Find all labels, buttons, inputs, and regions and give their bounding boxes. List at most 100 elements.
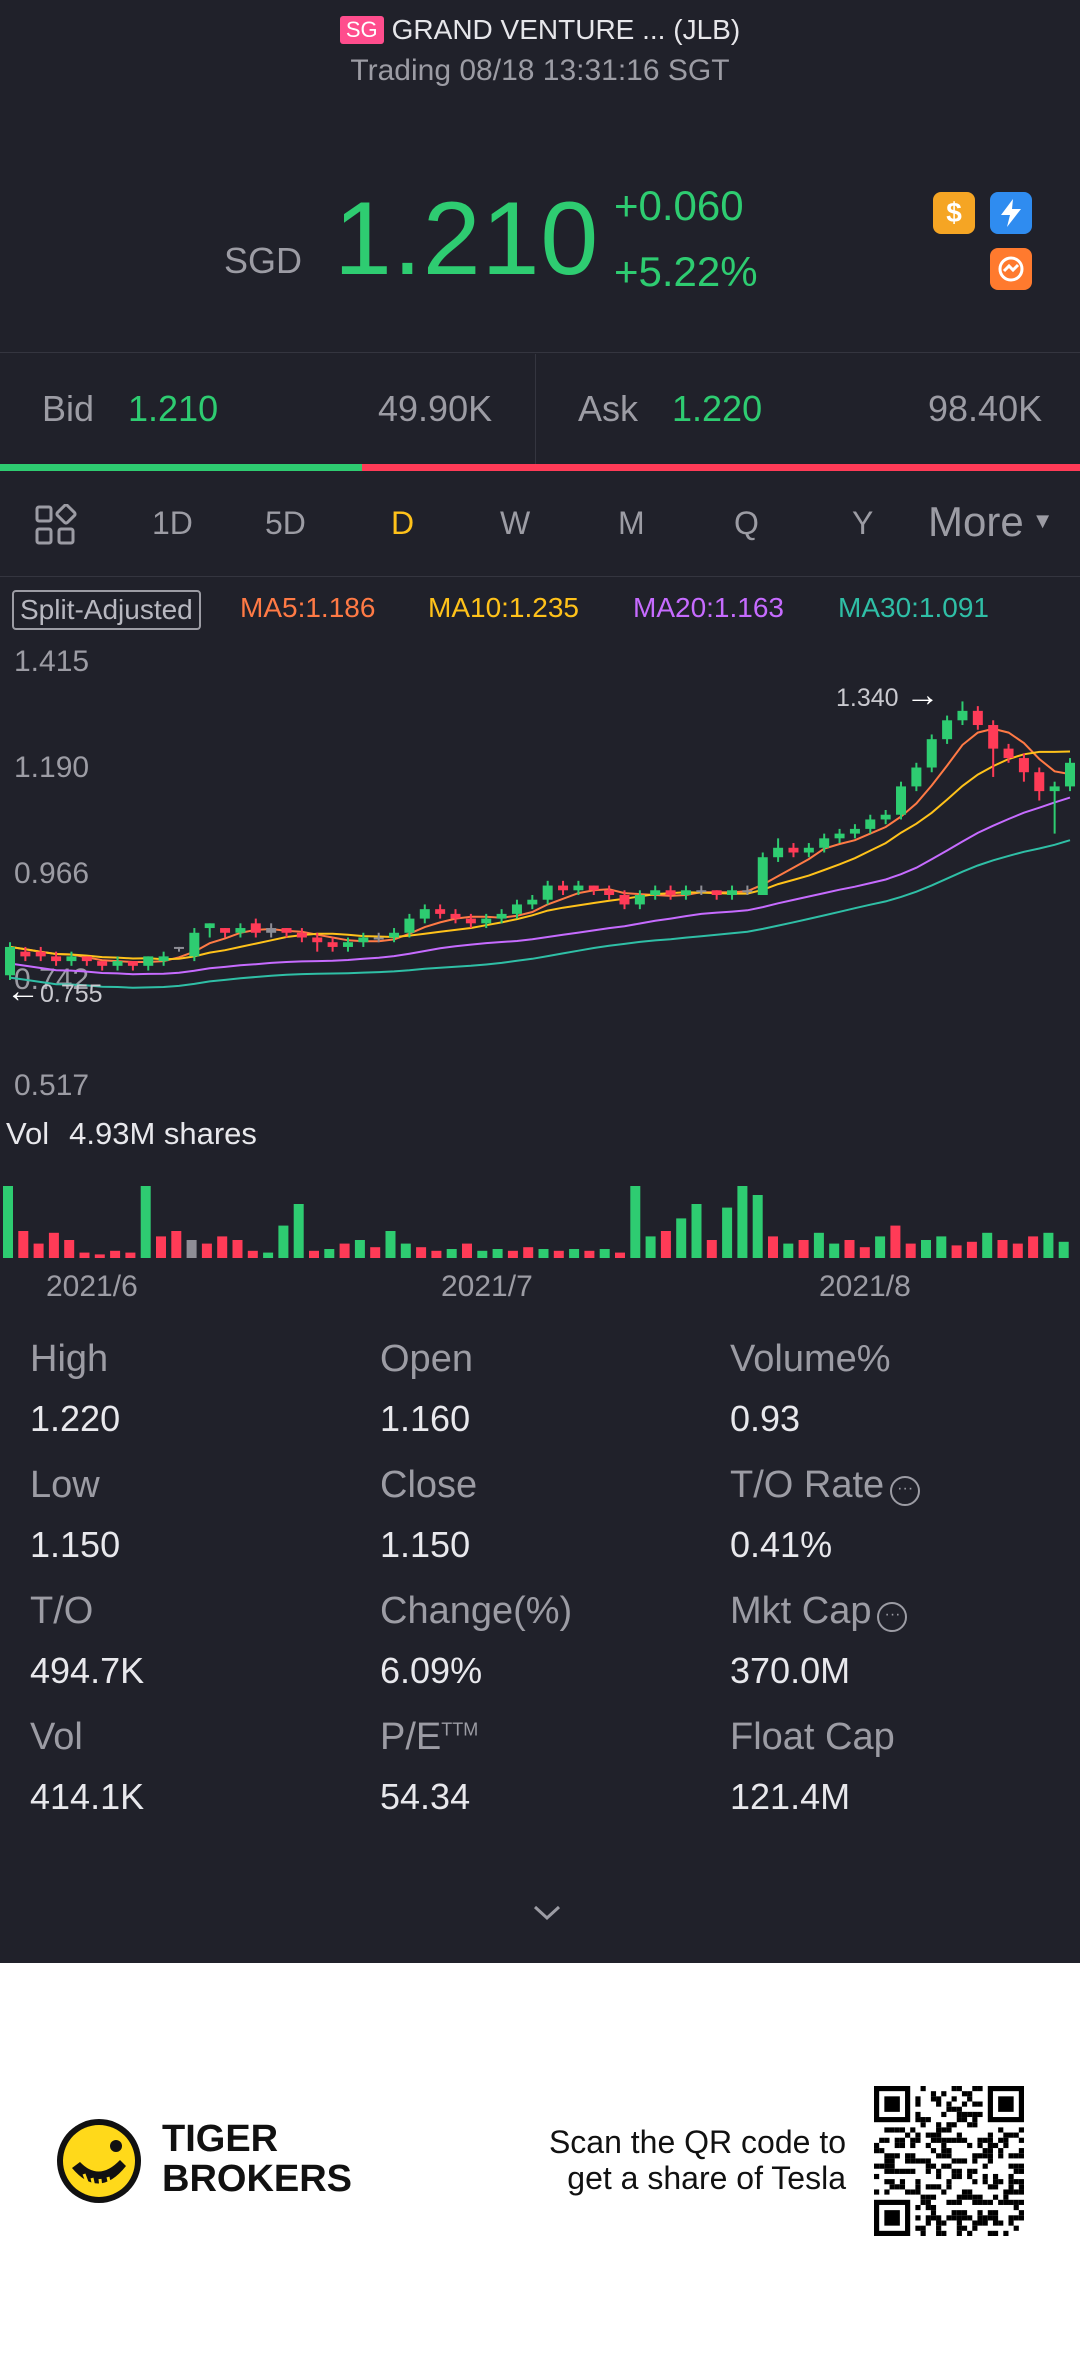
qr-module (941, 2091, 947, 2097)
qr-module (972, 2111, 978, 2118)
volume-bar (110, 1250, 121, 1258)
trade-icon[interactable] (990, 248, 1032, 290)
candle-body (266, 928, 277, 933)
candle-body (5, 946, 15, 976)
stock-title[interactable]: SG GRAND VENTURE ... (JLB) (0, 14, 1080, 46)
qr-module (961, 2101, 968, 2107)
price-change: +0.060 (614, 182, 744, 229)
qr-module (987, 2153, 993, 2159)
mkt-cap-label[interactable]: Mkt Cap ··· (730, 1590, 908, 1633)
more-info-icon[interactable]: ··· (890, 1476, 921, 1506)
more-info-icon[interactable]: ··· (877, 1602, 908, 1632)
qr-module (977, 2199, 983, 2205)
low-marker-label: ←0.755 (6, 972, 103, 1011)
ma20-line (9, 796, 1071, 976)
qr-module (946, 2199, 952, 2205)
expand-chevron-icon[interactable] (532, 1896, 562, 1930)
qr-module (910, 2158, 916, 2164)
split-adjusted-toggle[interactable]: Split-Adjusted (12, 590, 201, 630)
y-tick: 0.966 (14, 857, 90, 890)
qr-module (982, 2148, 988, 2154)
candlestick-chart[interactable] (0, 650, 1080, 1270)
qr-module (925, 2194, 931, 2200)
arrow-right-icon: → (905, 676, 940, 714)
volume-bar (293, 1204, 304, 1258)
qr-module (992, 2194, 999, 2200)
qr-module (915, 2111, 921, 2118)
stat-value: 54.34 (380, 1776, 471, 1817)
price-change-percent: +5.22% (614, 248, 758, 295)
volume-bar (64, 1240, 75, 1258)
volume-bar (936, 1236, 947, 1258)
qr-module (998, 2148, 1004, 2154)
qr-module (972, 2199, 978, 2205)
candle-body (81, 956, 92, 962)
tab-5d[interactable]: 5D (265, 505, 306, 541)
qr-module (1003, 2137, 1009, 2143)
tab-w[interactable]: W (500, 505, 531, 541)
qr-module (1018, 2153, 1024, 2159)
qr-module (1018, 2163, 1024, 2169)
tab-m[interactable]: M (618, 505, 645, 541)
qr-module (930, 2215, 937, 2221)
qr-module (987, 2199, 993, 2205)
qr-module (915, 2215, 921, 2221)
qr-module (1008, 2173, 1014, 2180)
dollar-icon[interactable]: $ (933, 192, 975, 234)
to-rate-label[interactable]: T/O Rate ··· (730, 1464, 921, 1507)
qr-module (961, 2189, 968, 2195)
volume-bar (645, 1236, 656, 1258)
qr-module (972, 2086, 978, 2092)
qr-module (961, 2137, 968, 2143)
market-badge: SG (339, 16, 384, 44)
qr-module (967, 2173, 973, 2180)
qr-code (874, 2086, 1024, 2236)
grid-icon[interactable] (34, 503, 78, 553)
qr-module (956, 2117, 962, 2123)
qr-module (967, 2215, 973, 2221)
qr-module (951, 2106, 957, 2112)
tab-q[interactable]: Q (734, 505, 759, 541)
stat-value: 121.4M (730, 1776, 851, 1817)
qr-module (992, 2173, 999, 2180)
tab-more[interactable]: More ▼ (928, 498, 1053, 546)
ma30-line (9, 839, 1071, 989)
lightning-icon[interactable] (990, 192, 1032, 234)
qr-module (936, 2225, 942, 2231)
x-tick: 2021/6 (46, 1270, 138, 1303)
stat-value: 0.41% (730, 1524, 833, 1565)
candle-body (373, 937, 384, 940)
qr-module (961, 2158, 968, 2164)
qr-module (1013, 2189, 1019, 2195)
stat-label: Change(%) (380, 1590, 573, 1632)
qr-module (920, 2117, 926, 2123)
tab-1d[interactable]: 1D (152, 505, 193, 541)
tab-d[interactable]: D (391, 505, 415, 541)
qr-module (1003, 2199, 1009, 2205)
qr-module (946, 2122, 952, 2128)
qr-module (946, 2106, 952, 2112)
qr-module (961, 2210, 968, 2216)
qr-module (1013, 2132, 1019, 2138)
volume-bar (48, 1232, 59, 1258)
volume-bar (201, 1243, 212, 1258)
qr-module (941, 2148, 947, 2154)
candle-body (696, 890, 707, 893)
qr-module (930, 2148, 937, 2154)
candle-body (281, 928, 292, 933)
qr-module (967, 2230, 973, 2236)
qr-module (951, 2199, 957, 2205)
candle-body (158, 956, 169, 962)
volume-bar (599, 1249, 610, 1258)
volume-bar (829, 1243, 840, 1258)
qr-module (998, 2199, 1004, 2205)
qr-module (961, 2194, 968, 2200)
candle-body (1049, 786, 1060, 792)
candle-body (435, 909, 446, 914)
qr-module (920, 2086, 926, 2092)
qr-module (936, 2101, 942, 2107)
ma5-line (9, 727, 1071, 963)
tab-y[interactable]: Y (852, 505, 874, 541)
stat-label: Close (380, 1464, 478, 1506)
volume-bar (309, 1250, 319, 1258)
